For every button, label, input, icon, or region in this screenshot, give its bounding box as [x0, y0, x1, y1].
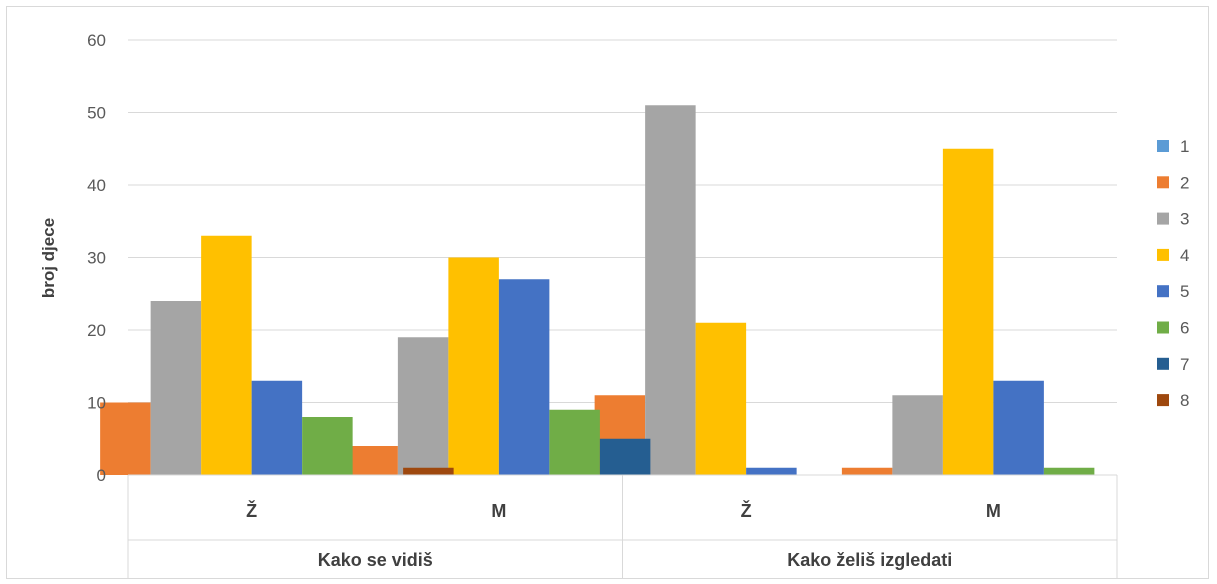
legend-label: 6	[1180, 319, 1189, 338]
bar-2-3	[841, 467, 893, 475]
bar-2-0	[100, 402, 151, 475]
bar-6-0	[302, 417, 353, 475]
chart-border	[6, 6, 1209, 579]
y-tick-label: 0	[97, 466, 106, 485]
legend-label: 8	[1180, 391, 1189, 410]
bar-4-2	[695, 322, 747, 475]
legend-swatch-6	[1157, 321, 1169, 334]
bar-6-1	[549, 409, 600, 475]
bar-8-0	[403, 467, 454, 475]
legend-label: 2	[1180, 173, 1189, 192]
y-tick-label: 40	[87, 176, 106, 195]
legend-label: 5	[1180, 282, 1189, 301]
bar-4-3	[942, 148, 994, 475]
x-category-label: Ž	[246, 500, 257, 521]
bar-6-3	[1043, 467, 1095, 475]
bar-5-2	[746, 467, 797, 475]
bar-5-0	[251, 380, 303, 475]
y-tick-label: 20	[87, 321, 106, 340]
bar-2-1	[347, 446, 398, 475]
axes: 0 10 20 30 40 50 60 Ž M Ž M Kako se vidiš Kako želiš…	[87, 31, 1118, 578]
bar-4-0	[201, 235, 252, 475]
bars	[100, 105, 1095, 475]
bar-3-0	[150, 301, 202, 475]
x-category-label: M	[491, 501, 506, 521]
legend-swatch-4	[1157, 248, 1169, 261]
y-tick-label: 30	[87, 249, 106, 268]
legend-swatch-3	[1157, 212, 1169, 225]
x-group-label: Kako želiš izgledati	[787, 550, 952, 570]
y-tick-label: 50	[87, 104, 106, 123]
x-category-label: M	[986, 501, 1001, 521]
legend-swatch-5	[1157, 285, 1169, 298]
bar-3-3	[892, 395, 943, 475]
legend: 1 2 3 4 5 6 7 8	[1157, 137, 1189, 410]
legend-label: 3	[1180, 210, 1189, 229]
legend-swatch-2	[1157, 176, 1169, 189]
x-group-label: Kako se vidiš	[318, 550, 433, 570]
bar-5-3	[993, 380, 1044, 475]
bar-4-1	[448, 257, 499, 475]
x-category-label: Ž	[741, 500, 752, 521]
bar-3-2	[645, 105, 696, 475]
bar-5-1	[498, 279, 550, 475]
y-axis-title: broj djece	[39, 218, 58, 298]
y-tick-label: 60	[87, 31, 106, 50]
legend-label: 7	[1180, 355, 1189, 374]
bar-7-1	[599, 438, 651, 475]
bar-3-1	[397, 337, 449, 475]
legend-swatch-8	[1157, 394, 1169, 407]
legend-swatch-7	[1157, 357, 1169, 370]
legend-label: 4	[1180, 246, 1189, 265]
y-tick-label: 10	[87, 394, 106, 413]
legend-label: 1	[1180, 137, 1189, 156]
legend-swatch-1	[1157, 140, 1169, 152]
